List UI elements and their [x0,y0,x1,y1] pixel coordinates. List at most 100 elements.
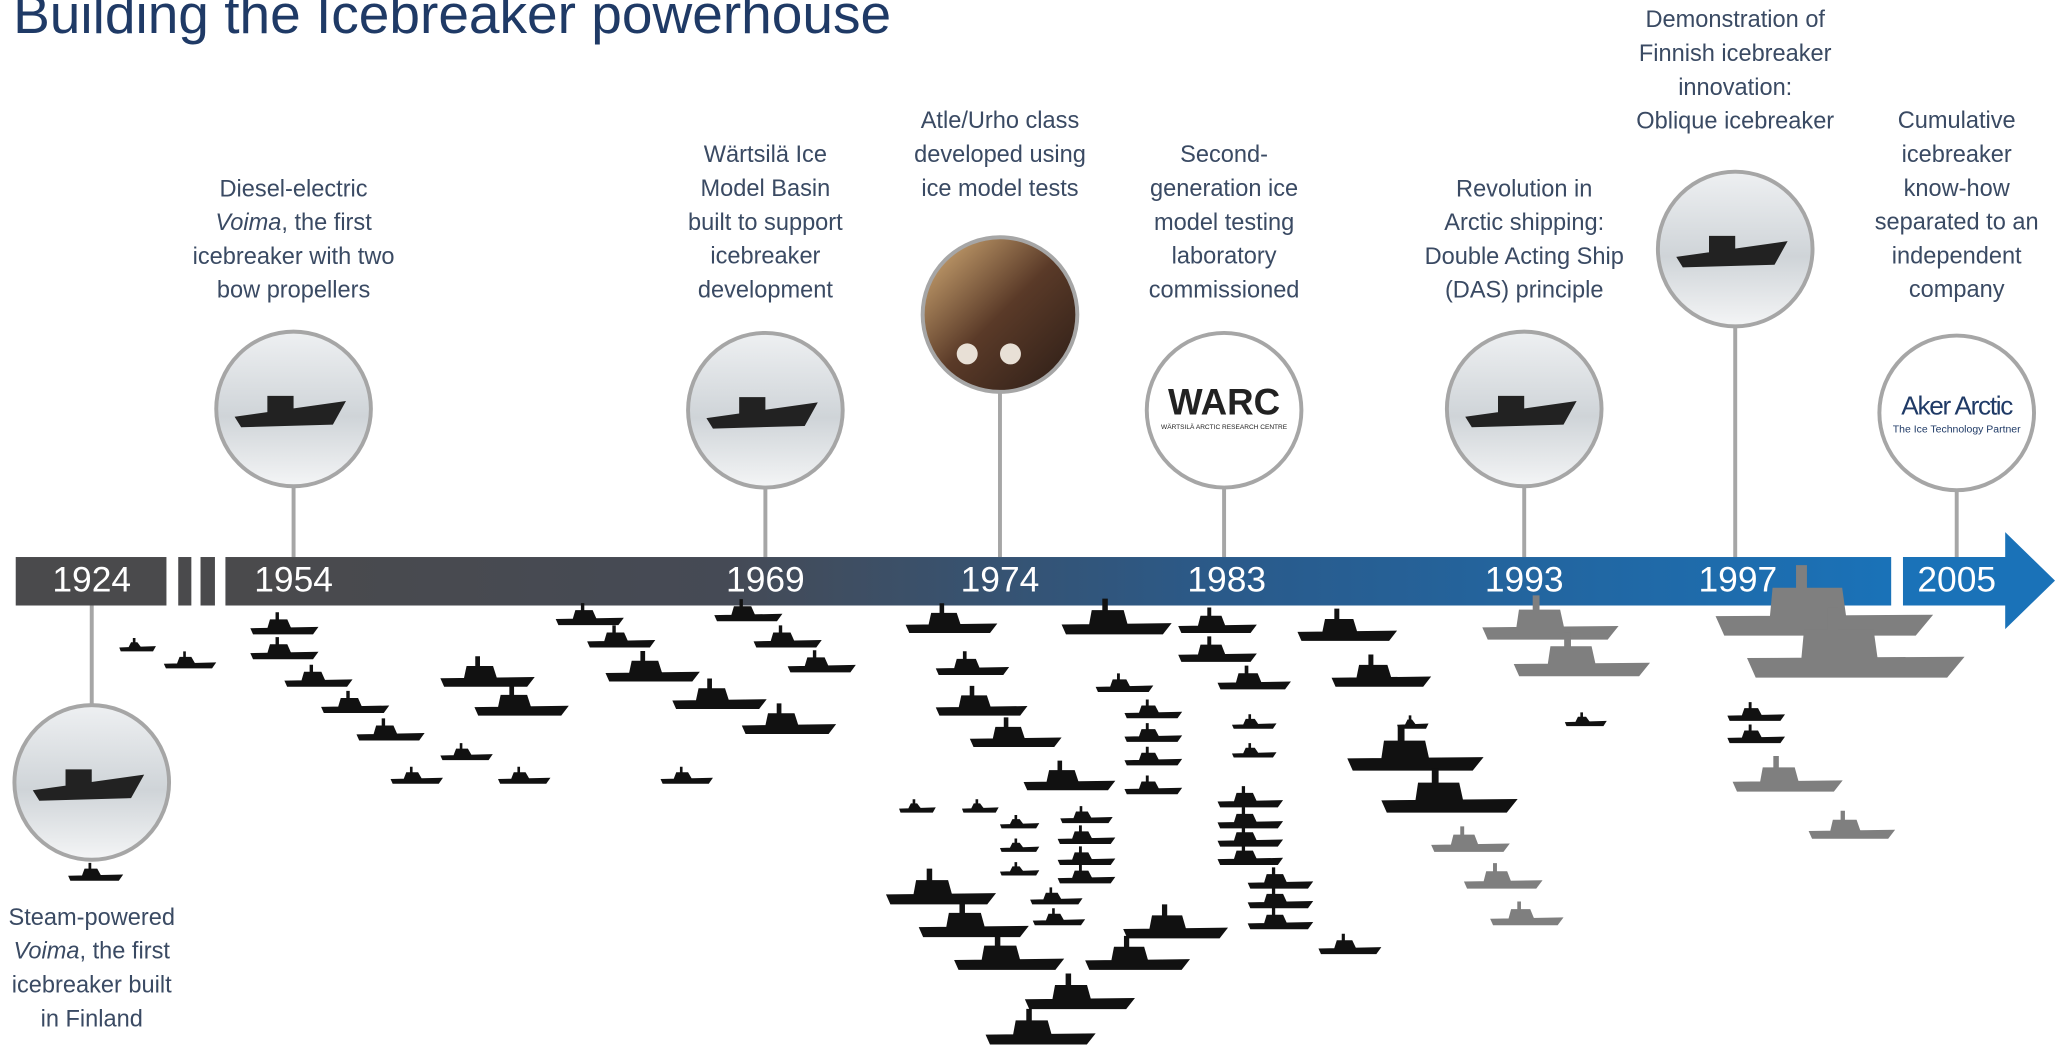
milestone: 1924 Steam-powered Voima, the first icebrea… [9,560,175,1031]
description-line: Oblique icebreaker [1636,108,1834,134]
ship-icon [1218,786,1284,807]
ship-icon [164,651,216,668]
ship-icon [1124,776,1182,795]
description-line: Arctic shipping: [1444,209,1604,235]
ship-icon [1248,887,1314,908]
description-line: model testing [1154,209,1294,235]
ship-icon [1464,863,1543,888]
photo-prop [1000,343,1021,364]
description-line: ice model tests [921,175,1078,201]
ship-silhouettes [68,565,1964,1044]
ship-icon [1318,934,1381,954]
ship-icon [1025,974,1135,1010]
logo-tagline: The Ice Technology Partner [1893,425,2021,436]
milestone: Aker Arctic The Ice Technology Partner 200… [1875,107,2039,599]
ship-icon [1178,636,1257,661]
ship-icon [1178,608,1257,633]
ship-icon [899,799,936,812]
ship-icon [970,717,1062,747]
ship-icon [1060,806,1112,823]
ship-icon [1024,761,1116,791]
ship-icon [474,685,568,716]
ship-icon [1490,902,1563,926]
description-line: innovation: [1678,74,1792,100]
description-line: icebreaker with two [193,243,395,269]
ship-icon [1124,723,1182,742]
description-line: built to support [688,209,843,235]
page: Building the Icebreaker powerhouse 1924 S… [0,0,2055,1059]
ship-icon [440,743,492,760]
ship-icon [1030,887,1082,904]
page-title: Building the Icebreaker powerhouse [13,0,891,45]
ship-icon [1033,908,1085,925]
description-line: developed using [914,141,1086,167]
ship-icon [1096,673,1154,692]
description-line: laboratory [1172,243,1277,269]
description-line: icebreaker [1902,141,2012,167]
description-segment: Voima [14,938,80,964]
description-segment: , the first [281,209,372,235]
ship-icon [1733,756,1843,792]
description-line: company [1909,276,2005,302]
ship-icon [1000,862,1039,875]
ship-icon [1727,702,1785,721]
ship-icon [556,603,624,625]
bar-segment [201,557,215,605]
ship-icon [1000,815,1039,828]
description-line: Diesel-electric [220,175,368,201]
ship-icon [250,612,318,634]
ship-icon [1248,908,1314,929]
ship-icon [919,901,1029,937]
ship-icon [962,799,999,812]
description-segment: Voima [215,209,281,235]
year-label: 1993 [1485,560,1564,599]
ship-icon [284,665,352,687]
description-line: Voima, the first [14,938,171,964]
ship-icon [754,625,822,647]
ship-icon [119,638,156,651]
ship-icon [1218,807,1284,828]
ship-icon [1727,724,1785,743]
description-line: Demonstration of [1645,6,1825,32]
description-line: icebreaker [710,243,820,269]
logo-tagline: WÄRTSILÄ ARCTIC RESEARCH CENTRE [1161,423,1288,431]
description-line: Atle/Urho class [921,107,1080,133]
ship-icon [1058,865,1116,884]
year-label: 2005 [1917,560,1996,599]
ship-icon [788,650,856,672]
description-line: commissioned [1149,276,1300,302]
description-line: (DAS) principle [1445,277,1604,303]
ship-icon [1347,726,1483,770]
year-label: 1983 [1187,560,1266,599]
logo-name: Aker Arctic [1901,391,2013,421]
year-label: 1924 [52,560,131,599]
ship-icon [1058,846,1116,865]
ship-icon [906,603,998,633]
ship-icon [321,691,389,713]
ship-icon [672,678,766,709]
description-line: Second- [1180,141,1268,167]
bar-segment [225,557,1891,605]
ship-icon [1218,844,1284,865]
ship-icon [936,686,1028,716]
description-line: Double Acting Ship [1425,243,1624,269]
description-line: Steam-powered [9,904,175,930]
ship-icon [1381,768,1517,812]
ship-icon [391,767,443,784]
ship-icon [1332,654,1432,686]
ship-icon [356,718,424,740]
ship-icon [1431,826,1510,851]
ship-icon [1124,700,1182,719]
ship-icon [1232,743,1277,757]
year-label: 1969 [726,560,805,599]
ship-icon [954,934,1064,970]
ship-icon [1565,712,1607,726]
ship-icon [986,1009,1096,1045]
ship-icon [498,767,550,784]
description-line: icebreaker built [12,972,172,998]
bar-segment [178,557,191,605]
